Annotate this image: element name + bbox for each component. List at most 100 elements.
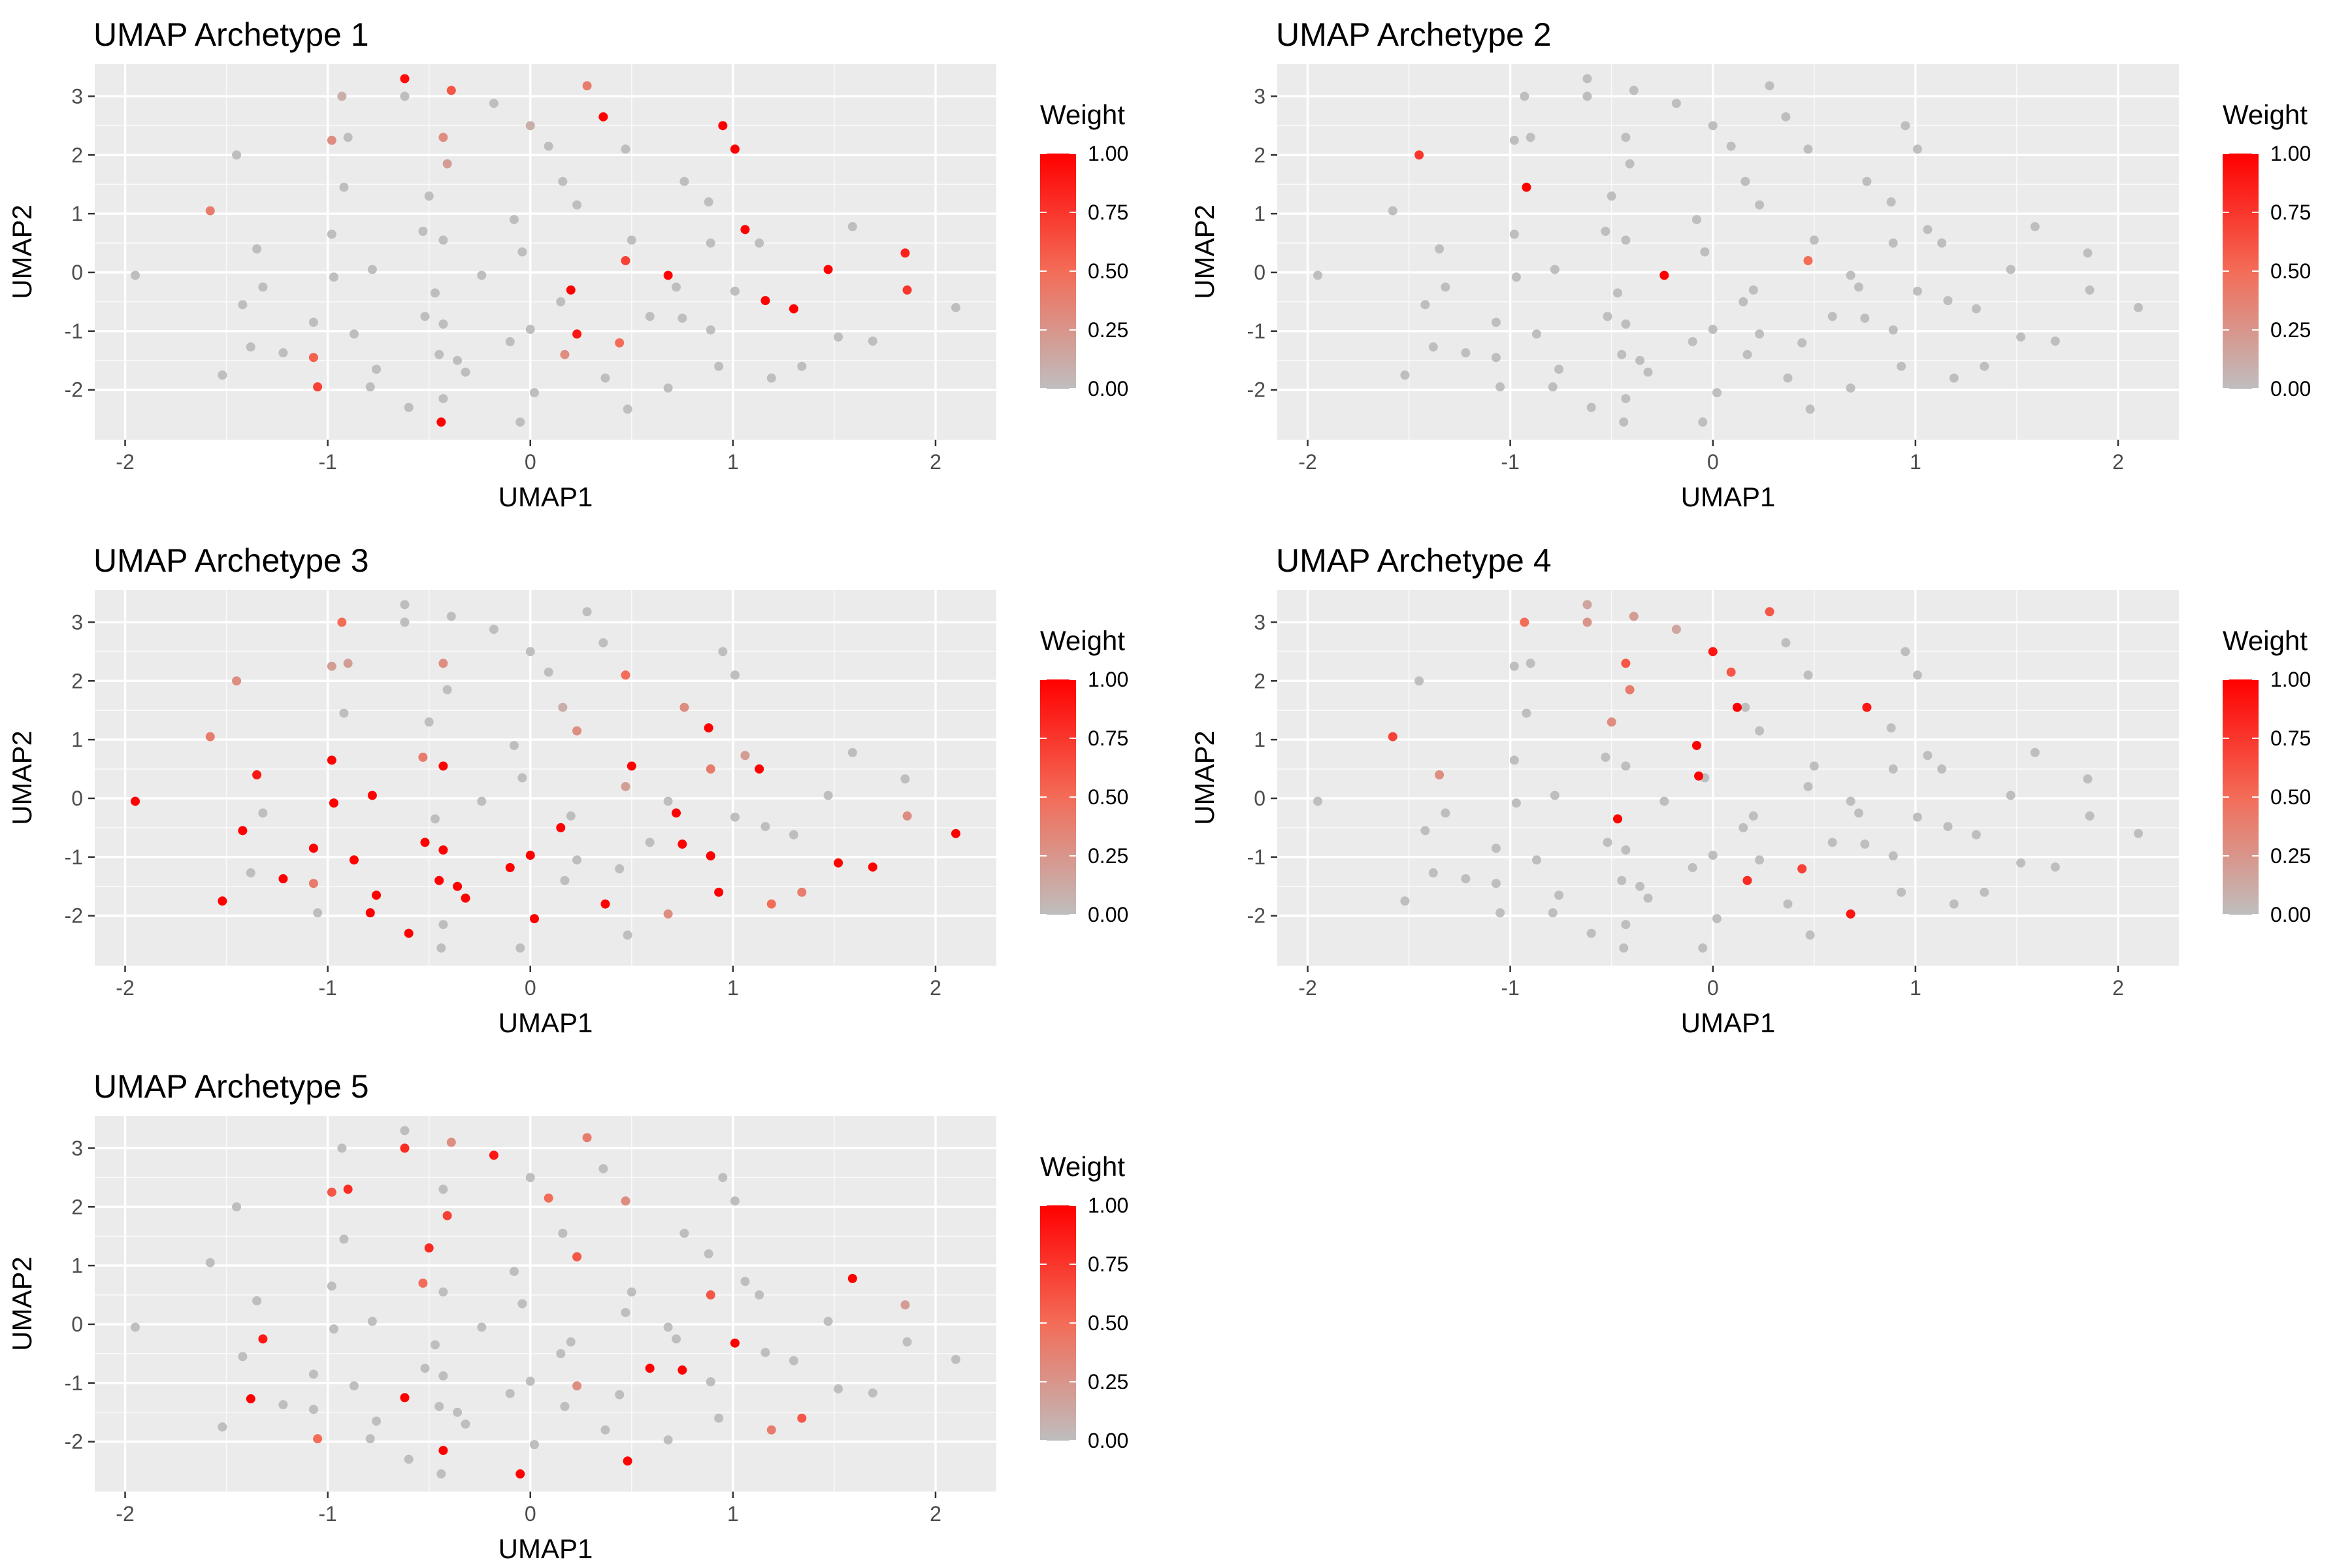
data-point [1625,159,1635,169]
x-tick-label: 2 [930,1502,941,1526]
data-point [365,1434,375,1444]
data-point [438,1287,448,1297]
points-layer [131,74,960,427]
data-point [2050,862,2060,872]
data-point [131,1322,140,1332]
data-point [740,225,750,235]
data-point [343,1184,353,1194]
data-point [438,659,448,668]
data-point [1708,851,1718,860]
points-layer [1313,74,2143,427]
data-point [868,862,877,872]
data-point [1901,121,1910,131]
legend-label: 0.00 [1088,377,1128,400]
data-point [313,908,323,918]
data-point [529,914,539,924]
data-point [718,121,728,131]
data-point [1509,135,1519,145]
x-tick-label: 2 [930,450,941,474]
legend-label: 0.75 [1088,201,1128,224]
data-point [645,312,655,321]
data-point [1554,890,1564,900]
data-point [556,1348,566,1358]
data-point [1629,86,1639,95]
data-point [1937,238,1947,248]
data-point [1698,943,1708,953]
data-point [238,826,248,836]
data-point [714,361,724,371]
data-point [308,1369,318,1379]
data-point [2050,336,2060,346]
plot-background [1277,64,2179,440]
data-point [556,823,566,832]
data-point [477,1322,487,1332]
data-point [1860,840,1870,849]
data-point [1400,370,1410,380]
data-point [327,229,336,239]
data-point [672,808,681,818]
y-tick-label: -2 [65,378,83,402]
data-point [327,755,336,765]
data-point [1635,355,1645,365]
data-point [418,227,428,237]
data-point [1621,659,1631,668]
data-point [704,1249,713,1259]
data-point [337,617,347,627]
data-point [678,314,687,323]
data-point [1607,717,1616,727]
y-tick-label: -2 [65,904,83,928]
data-point [679,176,689,186]
plot-background [1277,590,2179,966]
data-point [900,1300,910,1310]
y-tick-label: 3 [71,610,83,634]
data-point [621,781,630,791]
data-point [704,723,713,733]
data-point [663,1435,673,1445]
data-point [1943,296,1953,306]
data-point [372,1416,382,1426]
legend-label: 0.25 [1088,844,1128,868]
data-point [598,112,608,122]
data-point [1612,288,1622,298]
data-point [1313,270,1323,280]
points-layer [1313,600,2143,953]
x-axis-title: UMAP1 [1681,1007,1776,1038]
data-point [218,370,227,380]
data-point [365,382,375,392]
legend-label: 1.00 [1088,668,1128,691]
data-point [313,1434,323,1444]
data-point [1461,348,1471,358]
data-point [1688,336,1697,346]
data-point [308,318,318,327]
data-point [509,741,519,751]
data-point [558,1228,568,1238]
y-tick-label: 3 [71,1136,83,1160]
plot-background [95,64,996,440]
data-point [1846,796,1855,806]
data-point [400,91,410,101]
data-point [337,91,347,101]
data-point [1708,647,1718,657]
x-tick-label: -2 [1298,450,1316,474]
x-tick-label: -1 [318,450,336,474]
points-layer [131,600,960,953]
data-point [1671,99,1681,108]
data-point [951,302,960,312]
data-point [1755,855,1765,865]
data-point [678,840,687,849]
data-point [663,1322,673,1332]
y-tick-label: 2 [71,669,83,693]
legend-label: 0.00 [2270,377,2311,400]
data-point [446,612,456,621]
legend-title: Weight [2223,625,2308,656]
data-point [278,1400,288,1410]
y-tick-label: -1 [1247,319,1266,343]
data-point [558,176,568,186]
x-tick-label: -2 [1298,976,1316,1000]
data-point [505,1388,515,1398]
x-tick-label: -1 [318,1502,336,1526]
chart-panel-4: UMAP Archetype 4 -2 -1 0 1 2 -2 -1 0 1 2 3 UMAP1 UMAP… [1189,542,2311,1038]
data-point [515,417,525,427]
data-point [1495,908,1505,918]
x-tick-label: 2 [2112,976,2124,1000]
